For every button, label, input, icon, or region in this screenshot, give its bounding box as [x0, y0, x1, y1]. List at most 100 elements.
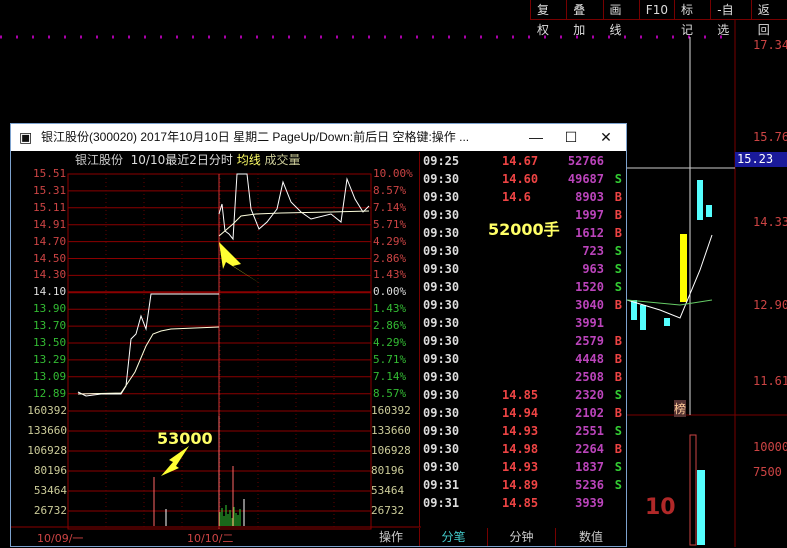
trade-row: 09:30 1520 S — [420, 278, 628, 296]
toolbar-button[interactable]: 叠加 — [566, 0, 602, 37]
price-line — [218, 173, 370, 241]
trade-side: S — [614, 460, 622, 474]
volume-label: 133660 — [27, 424, 67, 437]
trade-time: 09:30 — [423, 280, 460, 294]
price-label: 14.33 — [753, 215, 787, 229]
toolbar: 复权 叠加 画线 F10 标记 -自选 返回 — [530, 0, 787, 37]
percent-label: 2.86% — [373, 251, 407, 265]
trade-price: 14.67 — [502, 154, 539, 168]
price-label: 14.91 — [33, 217, 67, 231]
trade-price: 14.85 — [502, 496, 539, 510]
percent-label: 4.29% — [373, 336, 407, 349]
trade-row: 09:30 14.6 8903 B — [420, 188, 628, 206]
volume-label: 53464 — [371, 484, 405, 497]
maximize-button[interactable]: ☐ — [564, 129, 578, 145]
trade-price: 14.94 — [502, 406, 539, 420]
trade-volume: 3939 — [575, 496, 604, 510]
price-label: 14.70 — [33, 234, 67, 248]
trade-side: S — [614, 262, 622, 276]
trade-row: 09:30 2579 B — [420, 332, 628, 350]
minimize-button[interactable]: — — [529, 129, 543, 145]
volume-label: 160392 — [371, 404, 411, 417]
chart-header: 银江股份 10/10最近2日分时 均线 成交量 — [75, 153, 301, 167]
volume-label: 26732 — [371, 504, 405, 517]
toolbar-button[interactable]: 返回 — [750, 0, 787, 37]
trade-time: 09:30 — [423, 442, 460, 456]
period-label: 10/10最近2日分时 — [130, 153, 233, 167]
percent-label: 0.00% — [373, 285, 407, 299]
tab-values[interactable]: 数值 — [555, 528, 626, 546]
trade-price: 14.60 — [502, 172, 539, 186]
trade-side: B — [614, 208, 622, 222]
trade-row: 09:30 14.94 2102 B — [420, 404, 628, 422]
trade-row: 09:30 4448 B — [420, 350, 628, 368]
trade-row: 09:30 14.60 49687 S — [420, 170, 628, 188]
percent-label: 1.43% — [373, 302, 407, 316]
tab-minutes[interactable]: 分钟 — [487, 528, 555, 546]
avg-line — [218, 210, 370, 237]
close-button[interactable]: ✕ — [600, 129, 612, 145]
trade-volume: 2579 — [575, 334, 604, 348]
current-price-tag: 15.23 — [735, 152, 787, 167]
toolbar-button[interactable]: 标记 — [673, 0, 710, 37]
toolbar-button[interactable]: 复权 — [530, 0, 566, 37]
trade-side: S — [614, 172, 622, 186]
percent-label: 1.43% — [373, 268, 407, 282]
toolbar-button[interactable]: 画线 — [602, 0, 639, 37]
price-label: 13.70 — [33, 319, 67, 333]
trade-volume: 3991 — [575, 316, 604, 330]
trade-side: S — [614, 388, 622, 402]
volume-label: 53464 — [33, 484, 67, 497]
trade-side: B — [614, 352, 622, 366]
trade-row: 09:25 14.67 52766 — [420, 152, 628, 170]
trade-time: 09:30 — [423, 262, 460, 276]
percent-label: 10.00% — [373, 167, 413, 180]
trade-time: 09:30 — [423, 244, 460, 258]
trade-volume: 2320 — [575, 388, 604, 402]
trade-volume: 8903 — [575, 190, 604, 204]
trade-side: S — [614, 244, 622, 258]
trade-price: 14.98 — [502, 442, 539, 456]
percent-label: 8.57% — [373, 183, 407, 197]
trade-volume: 1997 — [575, 208, 604, 222]
trade-volume: 1837 — [575, 460, 604, 474]
trade-time: 09:30 — [423, 208, 460, 222]
price-label: 14.10 — [33, 285, 67, 299]
trade-row: 09:30 1997 B — [420, 206, 628, 224]
stock-name: 银江股份 — [75, 153, 124, 167]
operate-button[interactable]: 操作 — [379, 530, 404, 544]
trade-volume: 2551 — [575, 424, 604, 438]
toolbar-button[interactable]: F10 — [638, 0, 674, 20]
tab-ticks[interactable]: 分笔 — [419, 528, 487, 546]
price-label: 12.89 — [33, 386, 67, 400]
trade-time: 09:30 — [423, 460, 460, 474]
volume-label: 106928 — [27, 444, 67, 457]
trade-side: S — [614, 280, 622, 294]
toolbar-button[interactable]: -自选 — [710, 0, 750, 37]
trade-volume: 723 — [582, 244, 604, 258]
price-label: 11.61 — [753, 374, 787, 388]
trade-side: B — [614, 190, 622, 204]
app-icon: ▣ — [19, 129, 33, 145]
trade-volume: 4448 — [575, 352, 604, 366]
trade-time: 09:30 — [423, 316, 460, 330]
title-bar: ▣ 银江股份(300020) 2017年10月10日 星期二 PageUp/Do… — [11, 124, 626, 151]
price-label: 14.50 — [33, 251, 67, 265]
intraday-chart — [11, 173, 421, 530]
trade-time: 09:31 — [423, 478, 460, 492]
percent-label: 8.57% — [373, 386, 407, 400]
volume-annotation: 53000 — [157, 429, 213, 448]
price-label: 15.51 — [33, 167, 67, 180]
volume-legend: 成交量 — [264, 153, 301, 167]
trade-row: 09:30 14.93 2551 S — [420, 422, 628, 440]
trade-time: 09:30 — [423, 226, 460, 240]
trade-row: 09:31 14.85 3939 — [420, 494, 628, 512]
trade-price: 14.6 — [502, 190, 531, 204]
volume-label: 7500 — [753, 465, 782, 479]
trade-time: 09:25 — [423, 154, 460, 168]
arrow-annotation — [161, 446, 189, 476]
trade-row: 09:31 14.89 5236 S — [420, 476, 628, 494]
trade-side: S — [614, 478, 622, 492]
volume-label: 80196 — [371, 464, 405, 477]
